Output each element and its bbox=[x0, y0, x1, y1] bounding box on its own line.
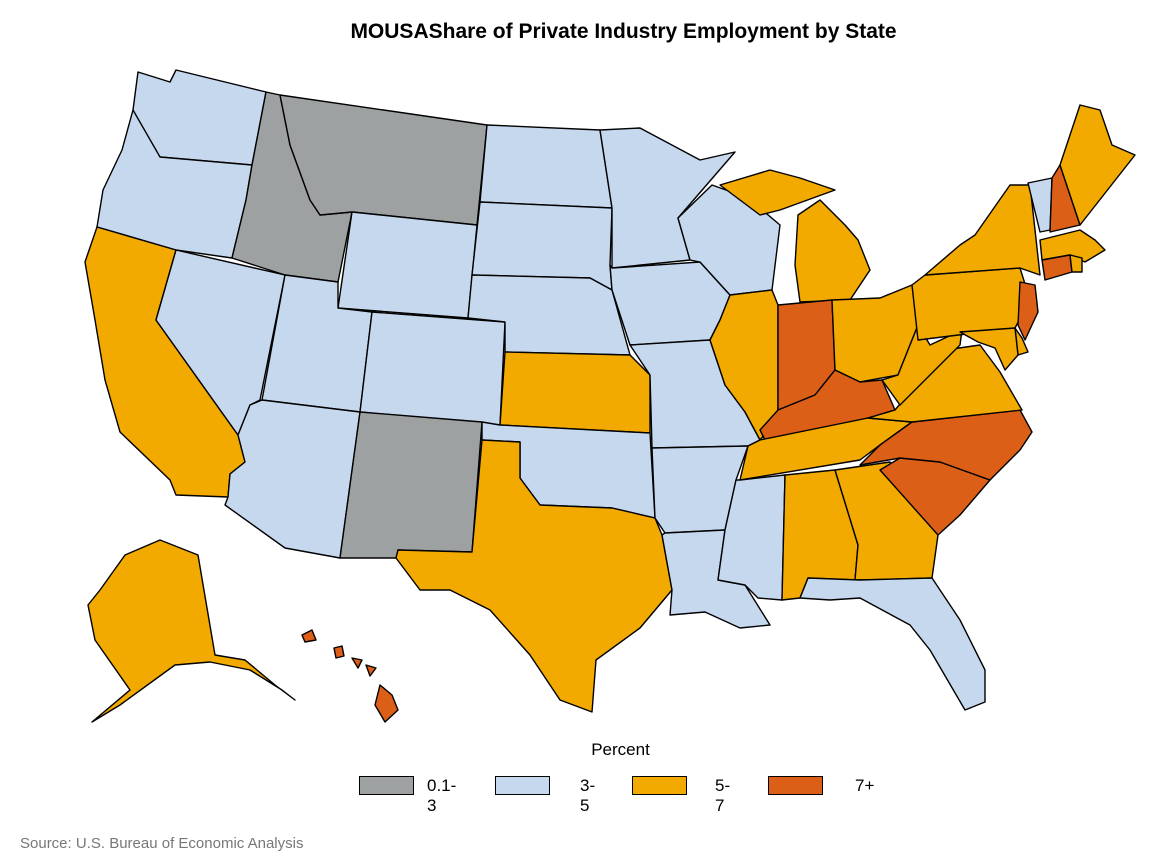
state-fl[interactable] bbox=[799, 577, 986, 711]
state-az[interactable] bbox=[224, 399, 361, 559]
legend-label-0: 0.1-3 bbox=[427, 776, 457, 815]
legend-title: Percent bbox=[591, 740, 650, 759]
legend-swatch-3 bbox=[768, 776, 823, 795]
legend-swatch-1 bbox=[495, 776, 550, 795]
state-md[interactable] bbox=[959, 327, 1019, 371]
state-nm[interactable] bbox=[339, 411, 483, 559]
legend-label-1: 3-5 bbox=[580, 776, 596, 815]
legend-label-3: 7+ bbox=[855, 776, 875, 795]
state-or[interactable] bbox=[96, 109, 253, 259]
state-nj[interactable] bbox=[1017, 281, 1039, 341]
state-tx[interactable] bbox=[395, 439, 673, 713]
state-ks[interactable] bbox=[499, 351, 651, 434]
source-note: Source: U.S. Bureau of Economic Analysis bbox=[20, 835, 304, 852]
state-co[interactable] bbox=[359, 311, 506, 426]
legend-swatch-2 bbox=[632, 776, 687, 795]
state-me[interactable] bbox=[1059, 104, 1136, 226]
legend-swatch-0 bbox=[359, 776, 414, 795]
legend-label-2: 5-7 bbox=[715, 776, 731, 815]
state-wy[interactable] bbox=[337, 211, 478, 319]
state-hi[interactable] bbox=[301, 629, 399, 723]
state-ri[interactable] bbox=[1069, 254, 1083, 273]
map-title: MOUSAShare of Private Industry Employmen… bbox=[350, 20, 897, 43]
state-ak[interactable] bbox=[87, 539, 296, 723]
state-ky[interactable] bbox=[759, 369, 896, 441]
state-mi[interactable] bbox=[719, 169, 871, 303]
state-il[interactable] bbox=[709, 289, 779, 441]
state-nd[interactable] bbox=[479, 124, 613, 209]
state-ny[interactable] bbox=[924, 184, 1041, 276]
state-ct[interactable] bbox=[1041, 254, 1073, 281]
